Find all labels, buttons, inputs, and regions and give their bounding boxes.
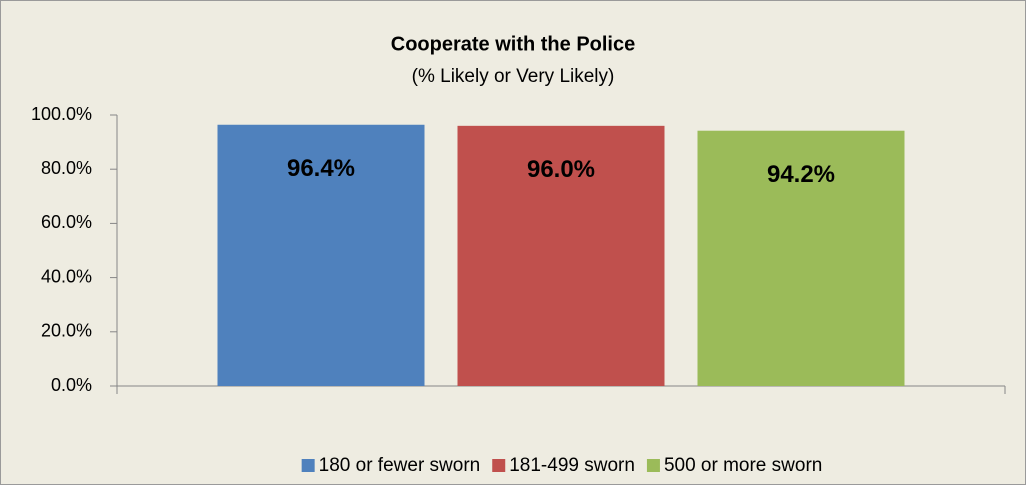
data-label: 96.0%	[527, 156, 595, 183]
legend-swatch	[301, 459, 315, 472]
y-tick-label: 60.0%	[41, 212, 92, 232]
legend-label: 181-499 sworn	[509, 455, 635, 476]
bar	[457, 125, 665, 386]
y-tick-label: 100.0%	[31, 104, 92, 124]
legend-label: 500 or more sworn	[664, 455, 822, 476]
data-label: 94.2%	[767, 161, 835, 188]
y-tick-label: 40.0%	[41, 266, 92, 286]
legend-label: 180 or fewer sworn	[319, 455, 481, 476]
chart-title: Cooperate with the Police	[391, 33, 635, 55]
bar	[217, 124, 425, 387]
y-tick-label: 80.0%	[41, 158, 92, 178]
y-tick-label: 20.0%	[41, 321, 92, 341]
chart-subtitle: (% Likely or Very Likely)	[412, 66, 615, 87]
bar	[697, 130, 905, 386]
data-label: 96.4%	[287, 155, 355, 182]
y-tick-label: 0.0%	[51, 375, 92, 395]
legend-swatch	[492, 459, 506, 472]
legend-swatch	[646, 459, 660, 472]
